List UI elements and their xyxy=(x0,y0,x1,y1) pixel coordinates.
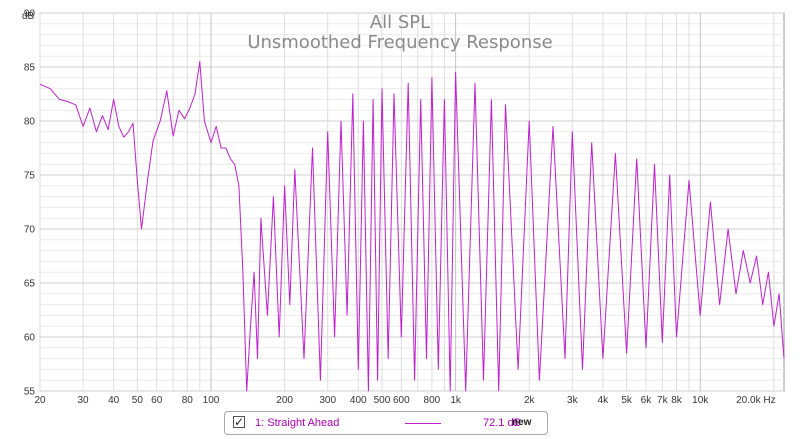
legend-checkbox[interactable]: ✓ xyxy=(233,415,245,429)
plot-area xyxy=(39,12,785,392)
chart-title: All SPL xyxy=(370,12,430,33)
x-tick-label: 300 xyxy=(319,395,336,406)
x-axis: 20 30 40 50 60 80 100 200 300 400 500 600 800 1k 2k 3k 4… xyxy=(34,395,775,406)
x-tick-label: 3k xyxy=(567,395,579,406)
y-tick-label: 60 xyxy=(24,333,36,344)
x-tick-label: 6k xyxy=(641,395,653,406)
x-tick-label: 20.0k Hz xyxy=(736,395,775,406)
x-tick-label: 30 xyxy=(78,395,90,406)
chart-subtitle: Unsmoothed Frequency Response xyxy=(247,32,552,53)
y-axis-label: dB xyxy=(22,11,35,22)
x-tick-label: 1k xyxy=(450,395,462,406)
legend-line-swatch xyxy=(405,423,441,424)
x-tick-label: 200 xyxy=(276,395,293,406)
y-tick-label: 90 xyxy=(24,9,36,20)
x-tick-label: 40 xyxy=(108,395,120,406)
x-tick-label: 50 xyxy=(132,395,144,406)
x-tick-label: 2k xyxy=(524,395,536,406)
series-line xyxy=(39,61,785,392)
x-tick-label: 60 xyxy=(151,395,163,406)
x-tick-label: 5k xyxy=(621,395,633,406)
x-tick-label: 400 xyxy=(350,395,367,406)
x-tick-label: 500 xyxy=(374,395,391,406)
legend: ✓ 1: Straight Ahead 72.1 dB new xyxy=(224,411,548,435)
x-tick-label: 100 xyxy=(203,395,220,406)
x-tick-label: 800 xyxy=(424,395,441,406)
y-tick-label: 65 xyxy=(24,279,36,290)
x-tick-label: 10k xyxy=(692,395,709,406)
x-tick-label: 600 xyxy=(393,395,410,406)
y-axis: 55 60 65 70 75 80 85 90 xyxy=(24,9,36,398)
y-tick-label: 85 xyxy=(24,63,36,74)
plot-border xyxy=(39,12,785,392)
y-tick-label: 55 xyxy=(24,387,36,398)
x-tick-label: 7k xyxy=(657,395,669,406)
series-layer xyxy=(39,61,785,392)
y-tick-label: 75 xyxy=(24,171,36,182)
x-tick-label: 4k xyxy=(598,395,610,406)
x-tick-label: 80 xyxy=(182,395,194,406)
legend-value: 72.1 dB xyxy=(483,417,521,429)
legend-tag: new xyxy=(512,417,532,428)
x-tick-label: 8k xyxy=(671,395,683,406)
x-tick-label: 20 xyxy=(34,395,46,406)
legend-entry-name[interactable]: 1: Straight Ahead xyxy=(255,417,340,429)
y-tick-label: 80 xyxy=(24,117,36,128)
y-tick-label: 70 xyxy=(24,225,36,236)
